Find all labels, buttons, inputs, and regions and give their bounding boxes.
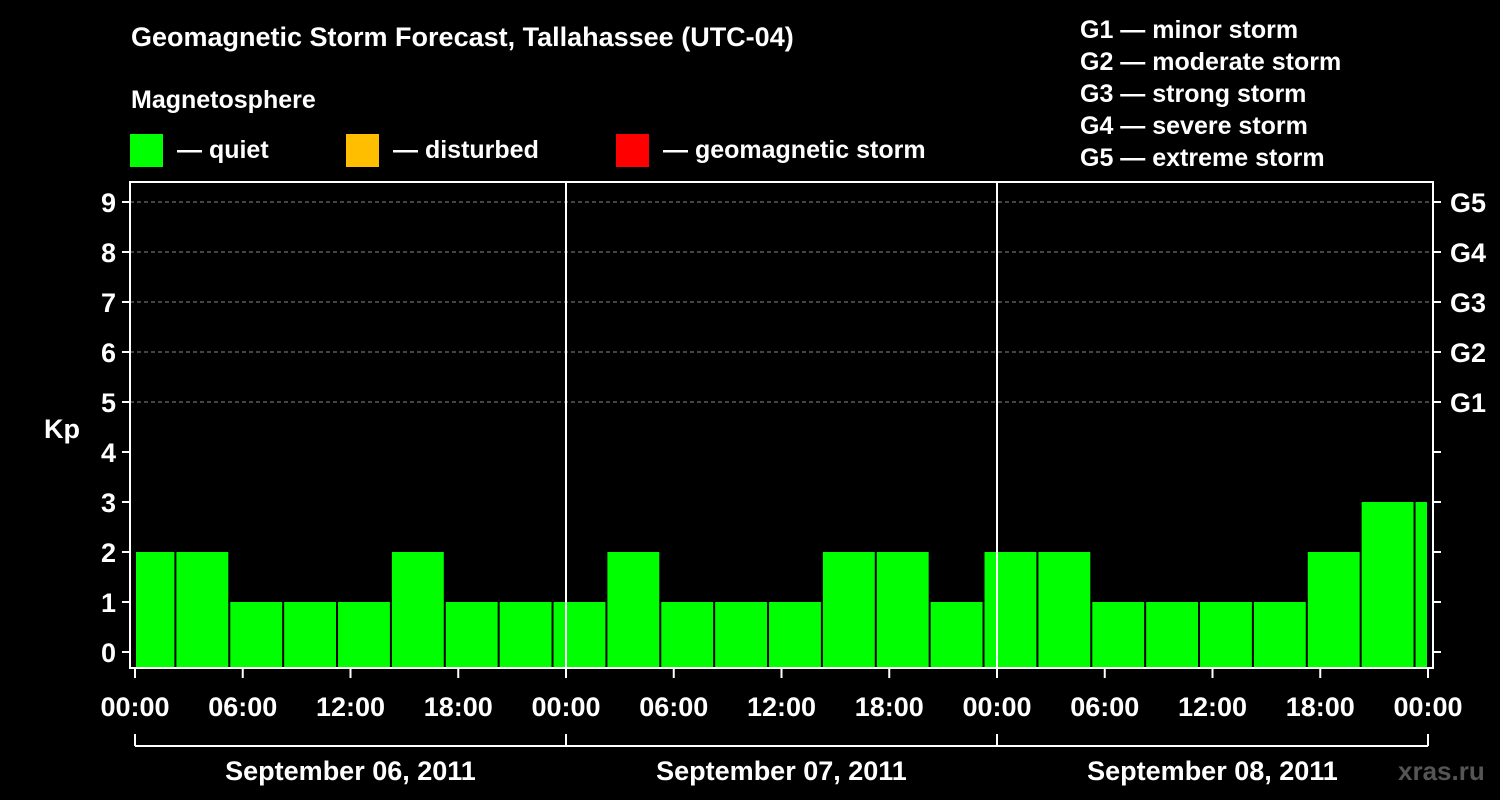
x-tick-label-6: 12:00 [747, 692, 816, 722]
kp-bar-24 [1415, 502, 1427, 668]
storm-scale-g3: G3 — strong storm [1080, 80, 1307, 108]
y-tick-label-8: 8 [101, 238, 116, 268]
y-tick-label-7: 7 [101, 288, 116, 318]
y-tick-label-9: 9 [101, 188, 116, 218]
storm-scale-g4: G4 — severe storm [1080, 112, 1308, 140]
kp-bar-14 [876, 552, 929, 668]
x-tick-label-8: 00:00 [962, 692, 1031, 722]
y-tick-label-0: 0 [101, 638, 116, 668]
kp-bar-0 [136, 552, 175, 668]
day-label-0: September 06, 2011 [225, 756, 476, 786]
kp-bar-5 [391, 552, 444, 668]
day-label-1: September 07, 2011 [656, 756, 907, 786]
x-tick-label-11: 18:00 [1286, 692, 1355, 722]
y-tick-label-4: 4 [101, 438, 116, 468]
x-tick-label-7: 18:00 [855, 692, 924, 722]
disturbed-swatch [346, 133, 379, 167]
quiet-swatch [130, 133, 163, 167]
storm-scale-list: G1 — minor storm G2 — moderate storm G3 … [1080, 14, 1341, 174]
legend-title: Magnetosphere [131, 86, 316, 114]
chart-title: Geomagnetic Storm Forecast, Tallahassee … [131, 22, 794, 52]
legend-label-disturbed: — disturbed [393, 135, 539, 164]
kp-bar-12 [769, 602, 821, 668]
y-tick-label-3: 3 [101, 488, 116, 518]
kp-bar-8 [553, 602, 606, 668]
y-tick-label-2: 2 [101, 538, 116, 568]
kp-bar-15 [930, 602, 983, 668]
kp-bar-19 [1146, 602, 1199, 668]
day-label-2: September 08, 2011 [1087, 756, 1338, 786]
kp-bar-16 [984, 552, 1037, 668]
g-level-label-G5: G5 [1450, 188, 1486, 218]
x-tick-label-4: 00:00 [531, 692, 600, 722]
watermark: xras.ru [1398, 756, 1485, 786]
kp-bar-20 [1200, 602, 1252, 668]
g-level-label-G4: G4 [1450, 238, 1486, 268]
kp-bar-4 [338, 602, 390, 668]
x-tick-label-5: 06:00 [639, 692, 708, 722]
kp-bar-6 [445, 602, 498, 668]
kp-bar-3 [284, 602, 337, 668]
y-axis-label: Kp [44, 414, 80, 444]
x-tick-label-10: 12:00 [1178, 692, 1247, 722]
kp-bar-21 [1253, 602, 1306, 668]
legend-label-quiet: — quiet [177, 135, 269, 164]
x-tick-label-12: 00:00 [1393, 692, 1462, 722]
g-level-label-G1: G1 [1450, 388, 1486, 418]
x-tick-label-1: 06:00 [208, 692, 277, 722]
kp-bar-13 [822, 552, 875, 668]
storm-scale-g2: G2 — moderate storm [1080, 48, 1342, 76]
legend-item-quiet: — quiet [130, 133, 269, 167]
kp-bar-11 [715, 602, 768, 668]
y-tick-label-5: 5 [101, 388, 116, 418]
kp-bar-23 [1361, 502, 1414, 668]
g-level-label-G2: G2 [1450, 338, 1486, 368]
kp-bar-7 [499, 602, 552, 668]
y-tick-label-1: 1 [101, 588, 116, 618]
kp-bar-9 [607, 552, 660, 668]
kp-bar-2 [230, 602, 283, 668]
storm-scale-g1: G1 — minor storm [1080, 16, 1299, 44]
legend-item-disturbed: — disturbed [346, 133, 539, 167]
x-tick-label-9: 06:00 [1070, 692, 1139, 722]
x-tick-label-3: 18:00 [424, 692, 493, 722]
storm-swatch [616, 133, 649, 167]
kp-bar-10 [661, 602, 714, 668]
x-tick-label-0: 00:00 [100, 692, 169, 722]
y-tick-label-6: 6 [101, 338, 116, 368]
kp-bar-17 [1038, 552, 1091, 668]
legend-label-storm: — geomagnetic storm [663, 135, 926, 164]
legend-item-storm: — geomagnetic storm [616, 133, 926, 167]
g-level-label-G3: G3 [1450, 288, 1486, 318]
storm-scale-g5: G5 — extreme storm [1080, 144, 1325, 172]
kp-bar-18 [1092, 602, 1145, 668]
kp-bar-22 [1307, 552, 1360, 668]
plot-frame [129, 181, 1434, 669]
x-tick-label-2: 12:00 [316, 692, 385, 722]
kp-bar-1 [176, 552, 229, 668]
